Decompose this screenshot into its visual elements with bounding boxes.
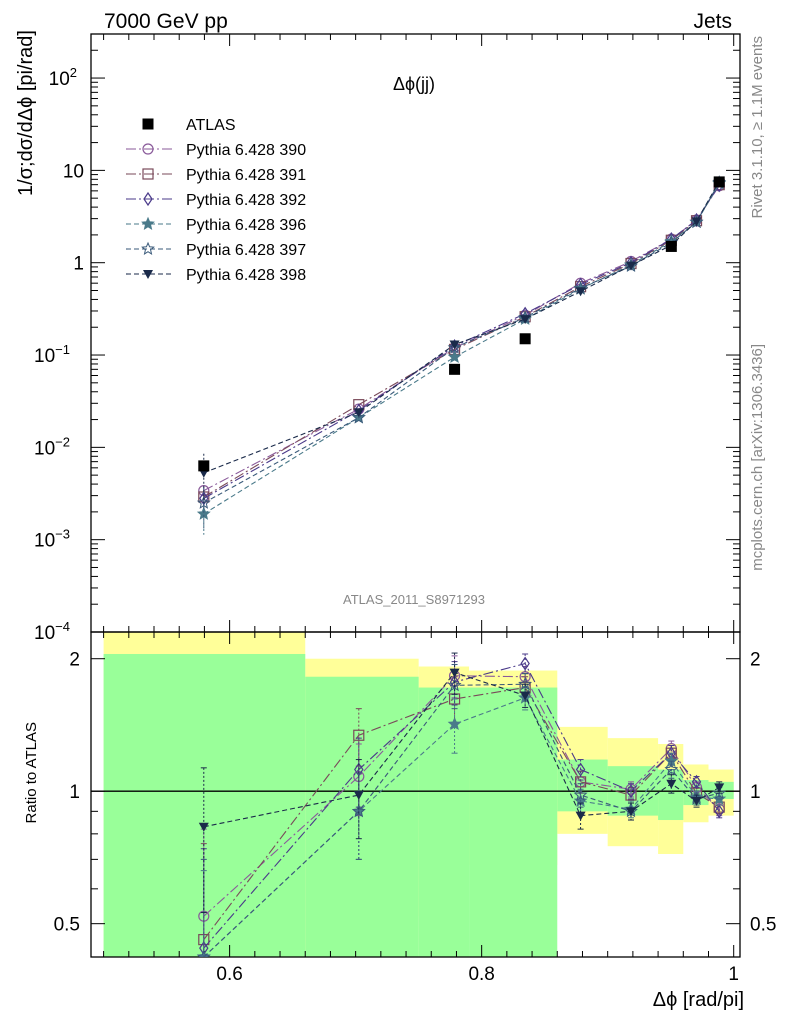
marker-diamond: [354, 762, 364, 777]
legend-label-atlas: ATLAS: [186, 117, 236, 134]
green-band: [305, 676, 419, 957]
marker-circle: [142, 143, 154, 155]
marker-triangle: [520, 691, 531, 701]
header-left: 7000 GeV pp: [104, 10, 228, 33]
green-band: [103, 653, 306, 957]
marker-diamond: [143, 191, 153, 207]
marker-triangle: [575, 287, 586, 297]
x-axis-label: Δϕ [rad/pi]: [653, 989, 744, 1011]
legend-label: Pythia 6.428 392: [186, 192, 306, 209]
marker-diamond: [520, 656, 530, 671]
marker-star: [712, 785, 727, 800]
plot-layer: 0.6 0.8 1 10−4 10−3 10−2 10−1 1 10 102 0.5 0.5 1 1 2 2 A…: [34, 33, 776, 985]
main-title: Δϕ(jj): [393, 74, 435, 94]
green-band: [658, 769, 684, 821]
analysis-id: ATLAS_2011_S8971293: [343, 592, 485, 607]
marker-triangle: [666, 779, 677, 789]
marker-diamond: [626, 784, 636, 799]
legend-label: Pythia 6.428 396: [186, 217, 306, 234]
marker-star: [573, 787, 588, 801]
ratio-line: [203, 686, 720, 940]
ratio-bands: [103, 632, 734, 957]
y-tick-label: 10−4: [34, 619, 70, 644]
mcplots-label: mcplots.cern.ch [arXiv:1306.3436]: [749, 344, 766, 571]
marker-star: [447, 716, 462, 731]
marker-data: [198, 460, 210, 472]
legend: ATLAS Pythia 6.428 390 Pythia 6.428 391 Pyt…: [126, 117, 306, 284]
marker-star: [447, 678, 462, 692]
x-tick-label: 0.8: [468, 964, 494, 985]
marker-triangle: [449, 668, 460, 678]
marker-star: [518, 676, 533, 691]
rivet-label: Rivet 3.1.10, ≥ 1.1M events: [749, 36, 766, 219]
marker-star: [351, 410, 366, 424]
ratio-y-tick-label: 1: [69, 782, 80, 803]
x-tick-label: 1: [728, 964, 739, 985]
marker-data: [665, 240, 677, 252]
marker-star: [196, 506, 211, 520]
marker-triangle: [625, 261, 636, 271]
marker-square: [625, 789, 637, 801]
legend-label: Pythia 6.428 397: [186, 242, 306, 259]
y-tick-label: 10−3: [34, 527, 70, 552]
green-band: [418, 687, 470, 957]
ratio-series: [196, 652, 727, 957]
main-series: [196, 175, 727, 535]
header-right: Jets: [693, 10, 732, 33]
ratio-y-tick-label-right: 2: [750, 650, 761, 671]
marker-triangle: [353, 791, 364, 801]
ratio-y-label: Ratio to ATLAS: [23, 722, 40, 823]
marker-triangle: [520, 315, 531, 325]
marker-triangle: [449, 340, 460, 350]
marker-star: [447, 349, 462, 363]
ratio-y-tick-label-right: 0.5: [750, 915, 776, 936]
marker-triangle: [575, 811, 586, 821]
y-tick-label: 10: [63, 161, 84, 182]
y-tick-label: 1: [73, 254, 84, 275]
marker-triangle: [714, 783, 725, 793]
legend-label: Pythia 6.428 398: [186, 267, 306, 284]
marker-square: [353, 729, 365, 741]
y-tick-label: 10−1: [34, 342, 70, 367]
marker-star: [712, 791, 727, 805]
marker-diamond: [714, 804, 724, 819]
marker-diamond: [691, 774, 702, 789]
ratio-y-tick-label-right: 1: [750, 782, 761, 803]
ratio-y-tick-label: 0.5: [54, 915, 80, 936]
y-tick-label: 10−2: [34, 434, 70, 459]
marker-data: [449, 363, 461, 375]
marker-data: [713, 176, 725, 188]
green-band: [469, 687, 558, 957]
series-line: [203, 184, 720, 498]
marker-triangle: [353, 408, 364, 418]
ratio-line: [203, 683, 720, 957]
ratio-y-tick-label: 2: [69, 650, 80, 671]
marker-square: [142, 168, 154, 180]
ratio-frame: [90, 631, 741, 958]
ratio-line: [203, 675, 720, 917]
legend-label: Pythia 6.428 391: [186, 167, 306, 184]
marker-star: [447, 340, 462, 354]
y-tick-label: 102: [49, 65, 77, 90]
marker-star: [664, 762, 679, 776]
marker-star: [141, 216, 155, 230]
x-tick-label: 0.6: [216, 964, 242, 985]
marker-star: [141, 241, 155, 255]
marker-triangle: [691, 796, 702, 806]
marker-data: [142, 118, 154, 130]
marker-diamond: [575, 762, 586, 777]
marker-data: [519, 333, 531, 345]
marker-triangle: [143, 270, 153, 279]
marker-triangle: [691, 217, 702, 227]
marker-star: [196, 495, 211, 509]
marker-star: [351, 804, 366, 818]
marker-star: [196, 949, 211, 957]
y-axis-label: 1/σ;dσ/dΔϕ [pi/rad]: [15, 30, 37, 196]
marker-triangle: [625, 807, 636, 817]
marker-triangle: [198, 822, 209, 832]
legend-label: Pythia 6.428 390: [186, 142, 306, 159]
